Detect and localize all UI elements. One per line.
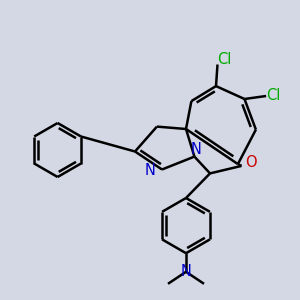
- Text: N: N: [181, 264, 191, 279]
- Text: O: O: [245, 155, 256, 170]
- Text: N: N: [145, 163, 155, 178]
- Text: Cl: Cl: [217, 52, 231, 67]
- Text: N: N: [190, 142, 201, 157]
- Text: Cl: Cl: [266, 88, 281, 103]
